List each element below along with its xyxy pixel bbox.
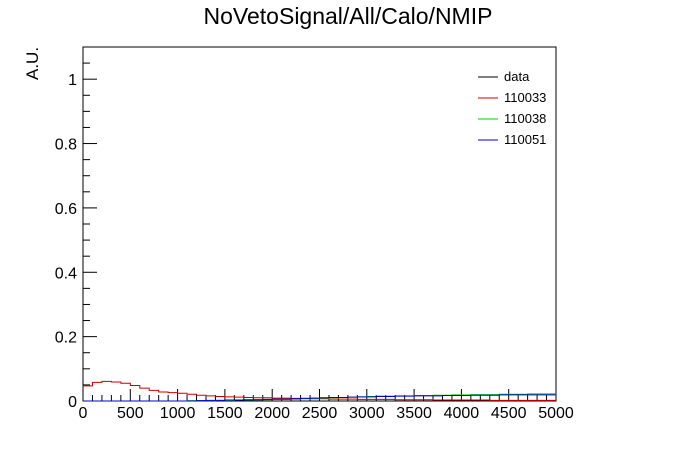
- plot-frame: [82, 46, 557, 402]
- series-layer: [83, 380, 556, 402]
- x-tick-label: 1500: [207, 405, 243, 422]
- x-tick-label: 2000: [254, 405, 290, 422]
- y-tick-label: 1: [68, 72, 77, 89]
- x-tick-label: 3000: [349, 405, 385, 422]
- x-tick-label: 1000: [160, 405, 196, 422]
- y-axis: 0 0.2 0.4 0.6 0.8 1: [55, 46, 97, 411]
- chart-title: NoVetoSignal/All/Calo/NMIP: [204, 3, 493, 29]
- y-tick-label: 0.8: [55, 137, 77, 154]
- legend-label: 110033: [504, 90, 546, 105]
- y-tick-label: 0.6: [55, 201, 77, 218]
- y-tick-label: 0.2: [55, 330, 77, 347]
- x-tick-label: 4000: [444, 405, 480, 422]
- legend-label: data: [504, 69, 530, 84]
- y-axis-label: A.U.: [23, 47, 42, 80]
- x-tick-label: 0: [79, 405, 88, 422]
- legend: data 110033 110038 110051: [478, 69, 546, 147]
- x-axis: 0 500 1000 1500 2000 2500 3000 3500 4000 4500 5000: [79, 389, 574, 422]
- series-line-110033: [83, 380, 556, 401]
- x-tick-label: 5000: [538, 405, 574, 422]
- x-tick-label: 4500: [491, 405, 527, 422]
- y-tick-label: 0.4: [55, 265, 77, 282]
- x-tick-label: 2500: [302, 405, 338, 422]
- x-tick-label: 3500: [396, 405, 432, 422]
- legend-label: 110038: [504, 111, 546, 126]
- x-tick-label: 500: [117, 405, 144, 422]
- y-tick-label: 0: [68, 394, 77, 411]
- series-line-110051: [83, 394, 556, 402]
- legend-label: 110051: [504, 132, 546, 147]
